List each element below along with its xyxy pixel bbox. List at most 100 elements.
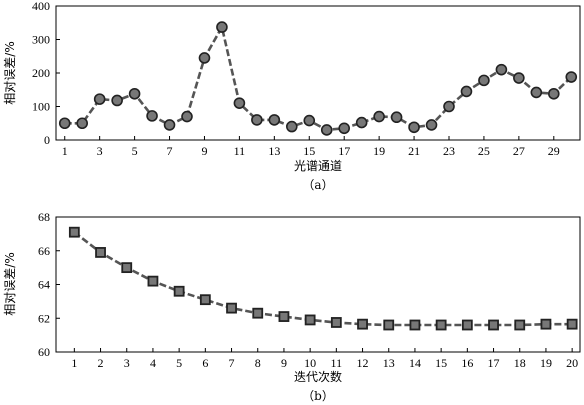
data-point (383, 319, 395, 331)
data-point (409, 319, 421, 331)
data-point (233, 97, 246, 109)
y-tick-label: 62 (38, 311, 50, 325)
data-point (338, 122, 351, 135)
x-tick-label: 20 (566, 356, 578, 370)
data-point (495, 63, 508, 76)
data-point (147, 275, 159, 287)
data-point (216, 21, 228, 33)
chart-b-ylabel: 相对误差/% (3, 252, 17, 315)
x-tick-label: 11 (234, 144, 246, 158)
y-tick-label: 64 (38, 278, 50, 292)
y-tick-label: 300 (32, 33, 50, 47)
data-point (76, 117, 88, 130)
data-point (425, 119, 438, 131)
data-point (278, 311, 290, 322)
data-point (303, 114, 316, 127)
data-point (408, 121, 420, 134)
data-point (163, 119, 176, 131)
x-tick-label: 27 (513, 144, 525, 158)
data-point (95, 247, 106, 258)
chart-a-xlabel: 光谱通道 (294, 159, 342, 173)
data-point (252, 307, 264, 319)
chart-b-ticks: 1 2 3 4 5 6 7 8 9 10 11 12 13 14 15 16 17 18 19 20606264666… (38, 210, 578, 370)
data-point (111, 94, 123, 107)
chart-b-plot-frame (55, 216, 581, 353)
x-tick-label: 25 (478, 144, 490, 158)
data-point (181, 110, 193, 123)
data-point (173, 285, 185, 297)
data-point (513, 72, 525, 84)
data-point (320, 124, 333, 136)
data-point (488, 319, 499, 331)
y-tick-label: 100 (32, 100, 50, 114)
x-tick-label: 17 (488, 356, 500, 370)
data-point (68, 226, 80, 238)
data-point (128, 87, 141, 100)
x-tick-label: 15 (303, 144, 315, 158)
data-point (373, 110, 385, 123)
data-point (478, 74, 490, 87)
x-tick-label: 6 (202, 356, 208, 370)
data-point (121, 262, 133, 274)
data-point (251, 114, 263, 126)
x-tick-label: 8 (255, 356, 261, 370)
data-point (460, 85, 473, 98)
x-tick-label: 3 (97, 144, 103, 158)
data-point (199, 294, 211, 306)
chart-a-ylabel: 相对误差/% (3, 41, 17, 104)
y-tick-label: 400 (32, 0, 50, 13)
chart-b: 1 2 3 4 5 6 7 8 9 10 11 12 13 14 15 16 17 18 19 20606264666… (3, 210, 581, 403)
x-tick-label: 9 (201, 144, 207, 158)
x-tick-label: 19 (373, 144, 385, 158)
data-point (461, 319, 473, 331)
chart-a-caption: （a） (302, 178, 333, 192)
data-point (268, 114, 281, 126)
x-tick-label: 13 (268, 144, 280, 158)
chart-b-caption: （b） (302, 389, 334, 403)
data-point (514, 319, 526, 331)
x-tick-label: 1 (71, 356, 77, 370)
data-point (285, 120, 298, 133)
y-tick-label: 66 (38, 244, 50, 258)
y-tick-label: 0 (44, 133, 50, 147)
y-tick-label: 68 (38, 210, 50, 224)
data-point (530, 86, 543, 99)
data-point (390, 111, 403, 124)
x-tick-label: 11 (331, 356, 343, 370)
data-point (435, 319, 447, 331)
x-tick-label: 29 (548, 144, 560, 158)
data-point (93, 93, 106, 105)
y-tick-label: 200 (32, 66, 50, 80)
x-tick-label: 7 (229, 356, 235, 370)
x-tick-label: 5 (176, 356, 182, 370)
chart-b-xlabel: 迭代次数 (294, 369, 342, 384)
x-tick-label: 19 (540, 356, 552, 370)
data-point (357, 318, 368, 330)
x-tick-label: 7 (167, 144, 173, 158)
data-point (565, 71, 578, 83)
data-point (355, 116, 368, 129)
x-tick-label: 14 (409, 356, 421, 370)
data-point (146, 110, 158, 122)
x-tick-label: 18 (514, 356, 526, 370)
x-tick-label: 15 (435, 356, 447, 370)
data-point (330, 317, 342, 328)
x-tick-label: 13 (383, 356, 395, 370)
chart-b-markers (68, 226, 578, 331)
data-point (443, 100, 455, 113)
x-tick-label: 10 (304, 356, 316, 370)
data-point (547, 87, 560, 100)
data-point (198, 52, 211, 64)
chart-a-series-line (64, 23, 573, 132)
data-point (566, 318, 578, 330)
x-tick-label: 21 (408, 144, 420, 158)
data-point (58, 117, 71, 130)
x-tick-label: 4 (150, 356, 156, 370)
data-point (540, 318, 552, 330)
data-point (304, 314, 316, 326)
data-point (226, 302, 237, 314)
y-tick-label: 60 (38, 345, 50, 359)
x-tick-label: 23 (443, 144, 455, 158)
